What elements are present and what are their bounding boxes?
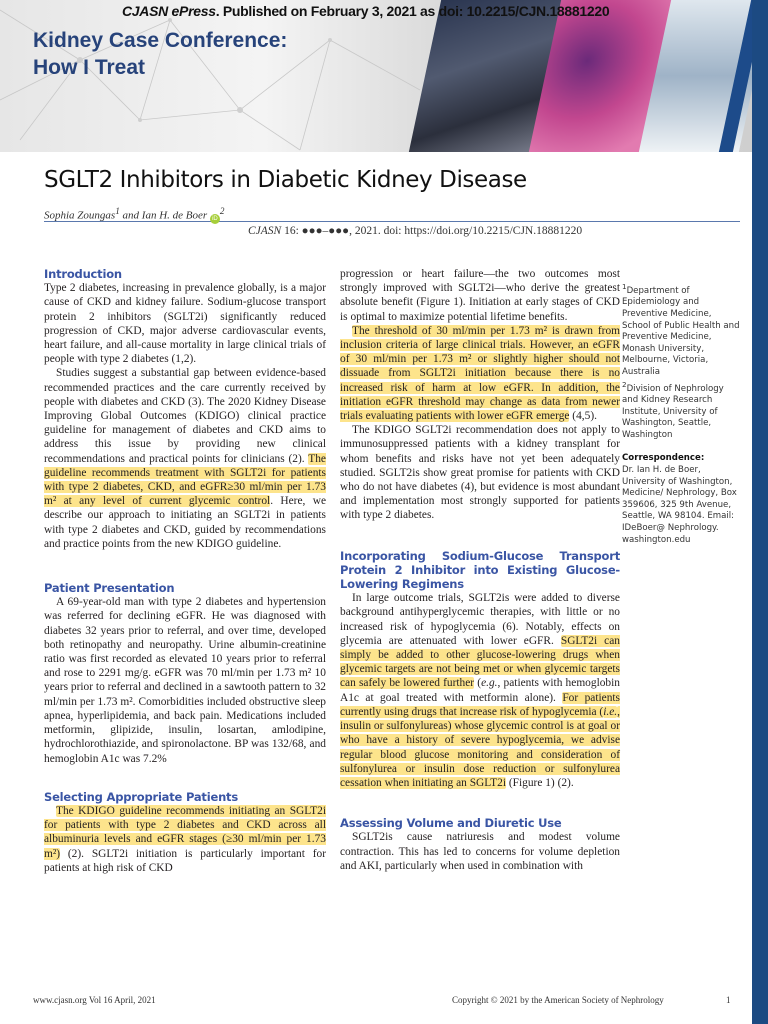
footer-copyright: Copyright © 2021 by the American Society… — [452, 995, 664, 1005]
paragraph: The KDIGO SGLT2i recommendation does not… — [340, 424, 620, 522]
section-selecting-patients: Selecting Appropriate Patients The KDIGO… — [44, 790, 326, 875]
column-left: Introduction Type 2 diabetes, increasing… — [44, 267, 326, 875]
paragraph: The KDIGO guideline recommends initiatin… — [44, 804, 326, 874]
footer-journal-info: www.cjasn.org Vol 16 April, 2021 — [33, 995, 156, 1005]
column-middle: progression or heart failure—the two out… — [340, 267, 620, 873]
article-title: SGLT2 Inhibitors in Diabetic Kidney Dise… — [44, 167, 527, 193]
paragraph: In large outcome trials, SGLT2is were ad… — [340, 592, 620, 789]
section-heading-selecting-patients: Selecting Appropriate Patients — [44, 789, 238, 804]
paragraph: Type 2 diabetes, increasing in prevalenc… — [44, 282, 326, 366]
section-incorporating: Incorporating Sodium-Glucose Transport P… — [340, 549, 620, 790]
sidebar-notes: 1Department of Epidemiology and Preventi… — [622, 281, 742, 546]
highlight: The threshold of 30 ml/min per 1.73 m² i… — [340, 324, 620, 423]
section-assessing-volume: Assessing Volume and Diuretic Use SGLT2i… — [340, 816, 620, 873]
citation: CJASN 16: ●●●–●●●, 2021. doi: https://do… — [248, 225, 583, 237]
correspondence: Correspondence: Dr. Ian H. de Boer, Univ… — [622, 453, 737, 545]
paragraph: Studies suggest a substantial gap betwee… — [44, 367, 327, 550]
paragraph: progression or heart failure—the two out… — [340, 268, 620, 323]
section-heading-assessing-volume: Assessing Volume and Diuretic Use — [340, 816, 562, 831]
title-rule — [44, 221, 740, 222]
author-list: Sophia Zoungas1 and Ian H. de Boer iD2 — [44, 206, 225, 224]
section-heading-patient-presentation: Patient Presentation — [44, 581, 175, 596]
paragraph: The threshold of 30 ml/min per 1.73 m² i… — [340, 324, 620, 423]
series-title: Kidney Case Conference: How I Treat — [33, 29, 288, 79]
network-pattern — [0, 9, 421, 151]
page-number: 1 — [726, 995, 731, 1005]
highlight: , insulin or sulfonylureas) whose glycem… — [340, 705, 620, 789]
section-heading-introduction: Introduction — [44, 267, 122, 281]
journal-banner: Kidney Case Conference: How I Treat CJAS… — [0, 0, 752, 152]
section-introduction: Introduction Type 2 diabetes, increasing… — [44, 267, 326, 551]
paragraph: SGLT2is cause natriuresis and modest vol… — [340, 831, 620, 872]
section-heading-incorporating: Incorporating Sodium-Glucose Transport P… — [340, 548, 620, 592]
section-patient-presentation: Patient Presentation A 69-year-old man w… — [44, 581, 326, 766]
epress-notice: CJASN ePress. Published on February 3, 2… — [122, 3, 610, 19]
orcid-icon[interactable]: iD — [209, 213, 220, 224]
page-side-bar — [752, 0, 768, 1024]
affiliations: 1Department of Epidemiology and Preventi… — [622, 282, 740, 440]
paragraph: A 69-year-old man with type 2 diabetes a… — [44, 596, 326, 765]
section-middle-top: progression or heart failure—the two out… — [340, 267, 620, 523]
